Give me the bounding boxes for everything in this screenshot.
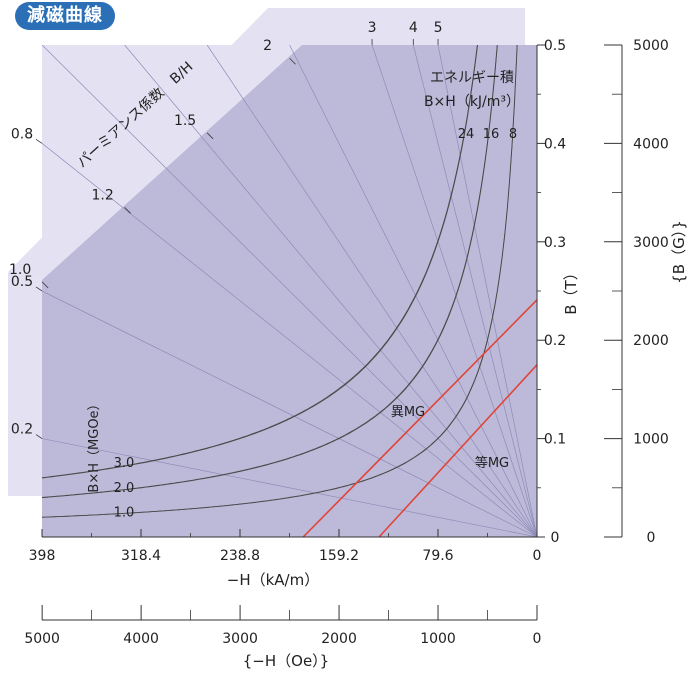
- energy-curve-mgoe: [42, 45, 479, 479]
- series-line: [302, 299, 537, 537]
- energy-curve-mgoe: [42, 45, 498, 498]
- permeance-label: 5: [434, 20, 443, 36]
- permeance-label: 0.5: [11, 274, 33, 290]
- permeance-line: [437, 45, 537, 537]
- permeance-tick: [41, 281, 49, 289]
- energy-title: エネルギー積: [430, 70, 514, 86]
- y2-axis-label: {B（G）}: [670, 220, 688, 284]
- y2-tick-label: 5000: [633, 38, 669, 54]
- series-line: [378, 364, 537, 537]
- energy-mgoe-title: B×H（MGOe）: [87, 397, 102, 492]
- permeance-line: [289, 45, 537, 537]
- series-label: 異MG: [391, 405, 425, 420]
- x2-tick-label: 0: [533, 631, 542, 647]
- y2-tick-label: 0: [647, 530, 656, 546]
- y2-tick-label: 1000: [633, 432, 669, 448]
- permeance-line: [206, 45, 537, 537]
- permeance-tick: [206, 132, 214, 140]
- y2-tick-label: 2000: [633, 333, 669, 349]
- permeance-tick: [124, 207, 131, 214]
- permeance-line: [42, 143, 537, 537]
- permeance-tick: [35, 434, 43, 439]
- x-tick-label: 159.2: [319, 548, 359, 564]
- section-tag: 減磁曲線: [15, 2, 115, 30]
- x-tick-label: 398: [29, 548, 56, 564]
- y-axis-label: B（T）: [562, 265, 580, 314]
- y2-tick-label: 3000: [633, 235, 669, 251]
- permeance-label: 2: [263, 38, 272, 54]
- x-tick-label: 0: [533, 548, 542, 564]
- permeance-label: 1.5: [174, 113, 196, 129]
- permeance-line: [124, 45, 537, 537]
- energy-kj-label: 16: [483, 127, 500, 142]
- permeance-line: [42, 438, 537, 537]
- x2-tick-label: 5000: [24, 631, 60, 647]
- energy-mgoe-label: 2.0: [114, 481, 135, 496]
- permeance-line: [412, 45, 537, 537]
- energy-unit: B×H（kJ/m³）: [424, 94, 520, 110]
- y-tick-label: 0.2: [544, 333, 566, 349]
- side-band: [8, 272, 42, 496]
- x-tick-label: 318.4: [121, 548, 161, 564]
- permeance-label: 0.2: [11, 422, 33, 438]
- y-tick-label: 0: [551, 530, 560, 546]
- x2-tick-label: 1000: [420, 631, 456, 647]
- energy-kj-label: 24: [458, 127, 475, 142]
- y-tick-label: 0.4: [544, 136, 566, 152]
- x2-tick-label: 4000: [123, 631, 159, 647]
- x-tick-label: 79.6: [422, 548, 453, 564]
- permeance-label: 4: [409, 20, 418, 36]
- x2-tick-label: 2000: [321, 631, 357, 647]
- permeance-line: [371, 45, 537, 537]
- permeance-label: 1.0: [9, 262, 31, 278]
- energy-curve-mgoe: [42, 45, 518, 518]
- x-axis-label: −H（kA/m）: [227, 571, 319, 589]
- permeance-tick: [35, 286, 43, 292]
- series-label: 等MG: [475, 455, 509, 471]
- permeance-tick: [289, 57, 296, 65]
- y2-tick-label: 4000: [633, 136, 669, 152]
- energy-mgoe-label: 3.0: [114, 456, 135, 471]
- y-tick-label: 0.3: [544, 235, 566, 251]
- x2-axis-label: {−H（Oe）}: [243, 652, 329, 670]
- permeance-label: 0.8: [11, 126, 33, 142]
- x2-tick-label: 3000: [222, 631, 258, 647]
- energy-kj-label: 8: [509, 127, 517, 142]
- permeance-tick: [35, 138, 43, 144]
- y-tick-label: 0.1: [544, 432, 566, 448]
- energy-mgoe-label: 1.0: [114, 505, 135, 520]
- y-tick-label: 0.5: [544, 38, 566, 54]
- plot-corner: [42, 45, 302, 280]
- permeance-label: 1.2: [91, 187, 113, 203]
- permeance-label: 3: [368, 20, 377, 36]
- permeance-line: [42, 290, 537, 537]
- x-tick-label: 238.8: [220, 548, 260, 564]
